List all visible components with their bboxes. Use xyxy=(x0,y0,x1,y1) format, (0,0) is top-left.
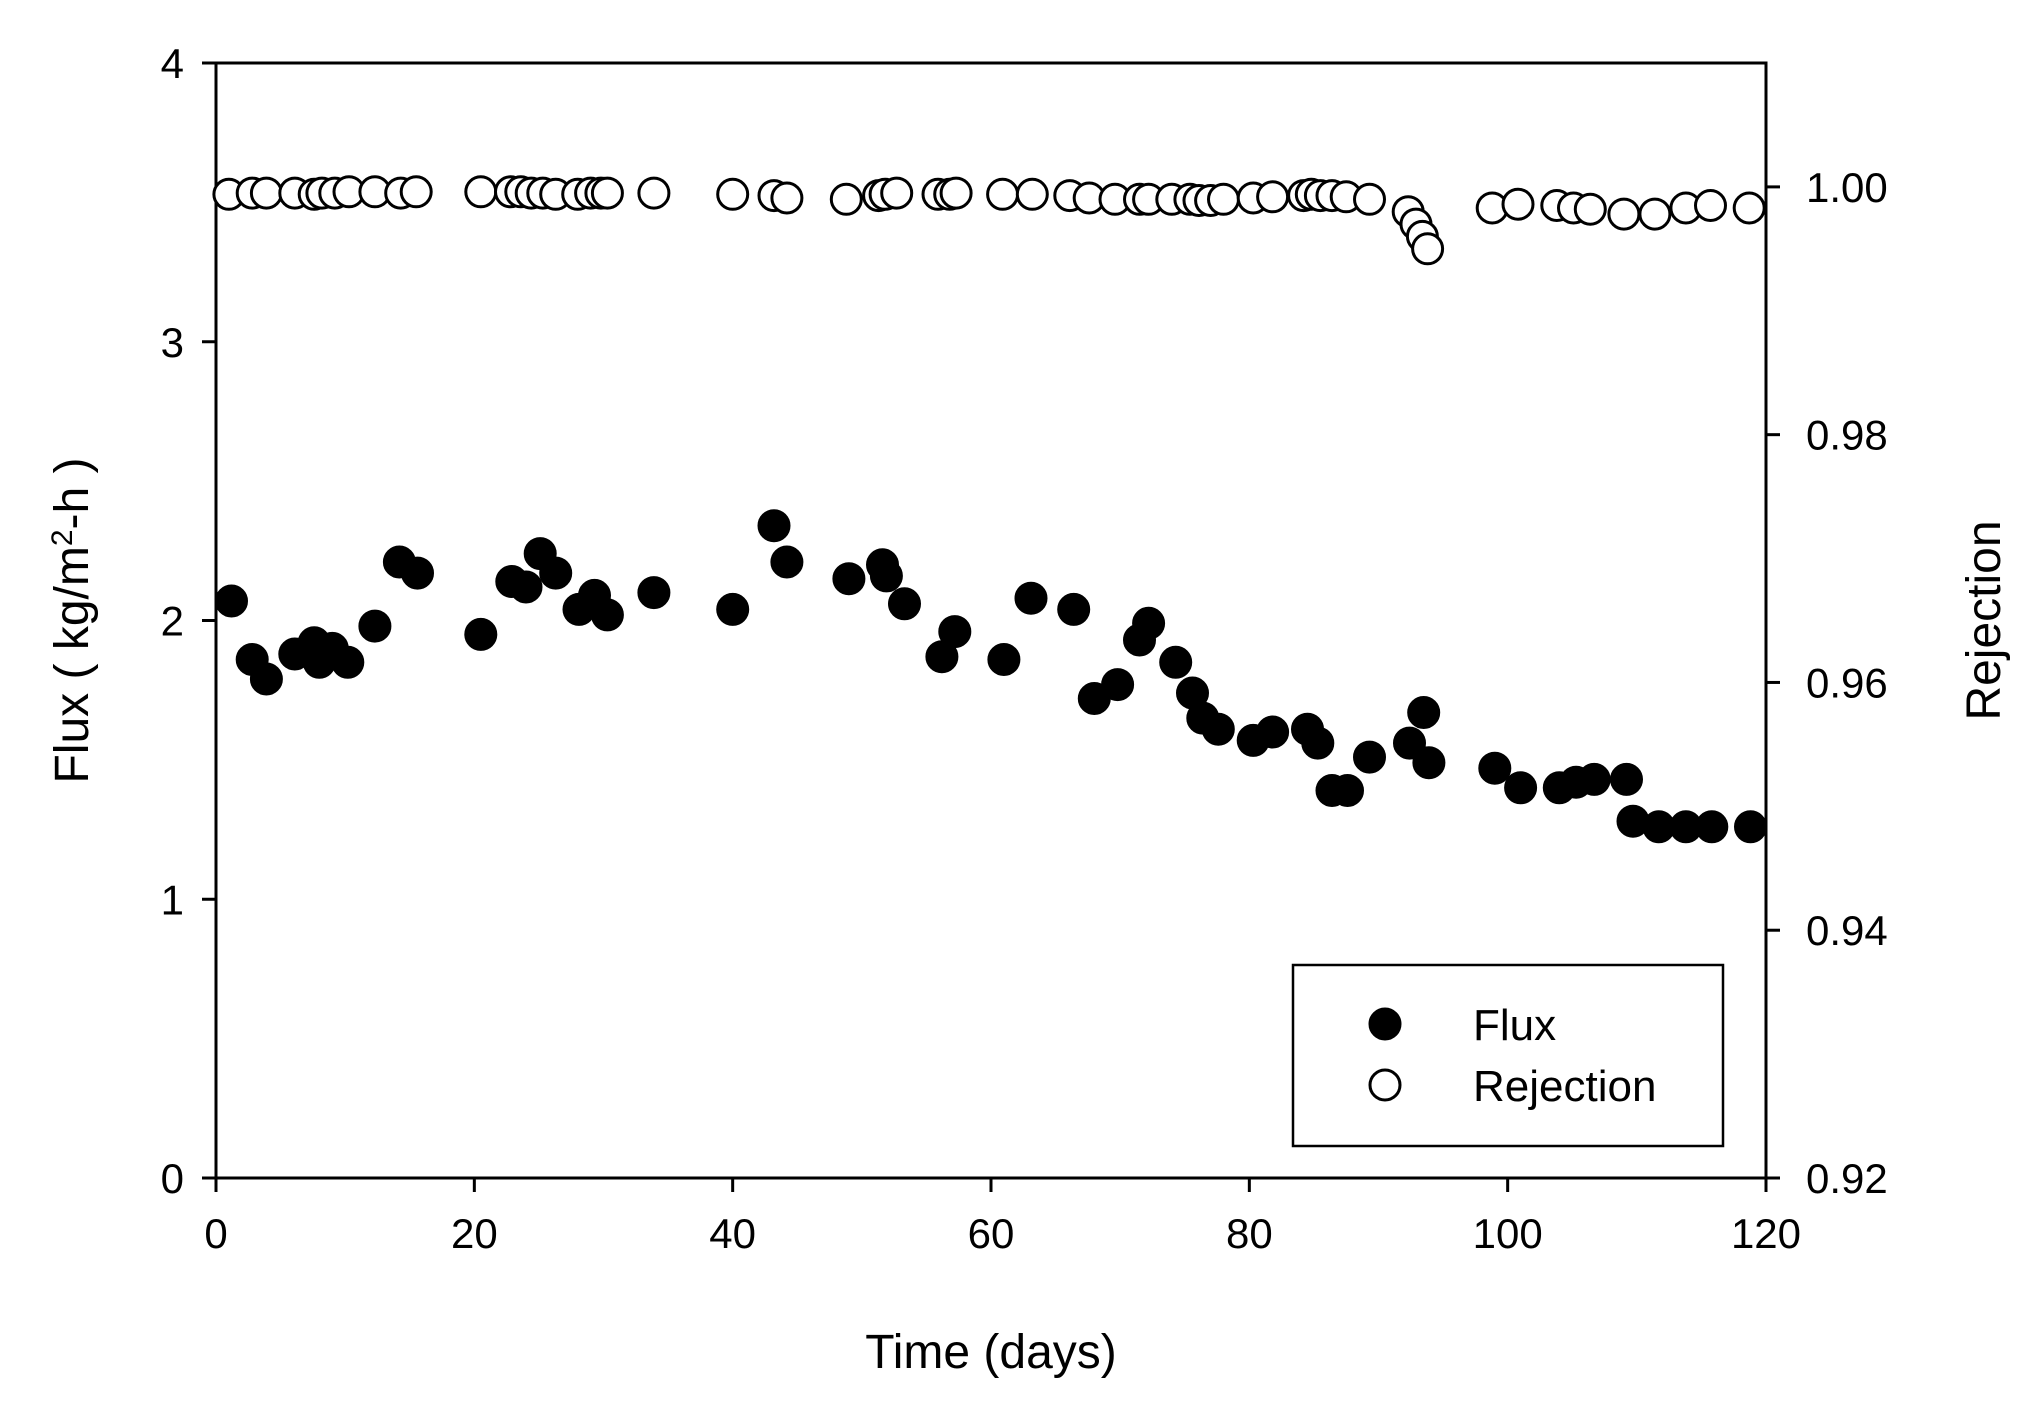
rejection-point xyxy=(1694,189,1727,222)
rejection-point xyxy=(1501,187,1535,221)
legend-marker-flux xyxy=(1368,1007,1402,1041)
flux-point xyxy=(1734,810,1767,844)
flux-point xyxy=(716,592,750,626)
flux-point xyxy=(888,587,921,621)
rejection-point xyxy=(716,177,750,211)
right-y-tick-label: 0.94 xyxy=(1806,907,1888,954)
right-y-tick-label: 0.92 xyxy=(1806,1155,1888,1202)
x-tick-label: 120 xyxy=(1731,1210,1801,1257)
legend-label-rejection: Rejection xyxy=(1473,1062,1656,1111)
rejection-point xyxy=(770,181,804,215)
flux-point xyxy=(1159,645,1193,679)
flux-point xyxy=(1201,712,1235,746)
flux-point xyxy=(1412,746,1446,780)
right-y-tick-label: 0.98 xyxy=(1806,412,1888,459)
legend-label-flux: Flux xyxy=(1473,1001,1556,1050)
flux-point xyxy=(215,584,248,618)
flux-point xyxy=(770,545,804,579)
x-tick-label: 100 xyxy=(1473,1210,1543,1257)
flux-point xyxy=(1695,810,1729,844)
flux-point xyxy=(1331,774,1364,807)
x-tick-label: 80 xyxy=(1226,1210,1273,1257)
rejection-point xyxy=(590,176,624,210)
flux-point xyxy=(1393,726,1426,760)
flux-point xyxy=(401,556,434,590)
flux-point xyxy=(249,662,283,696)
rejection-point xyxy=(1207,182,1240,216)
legend-marker-rejection xyxy=(1368,1068,1402,1102)
flux-point xyxy=(1577,762,1611,796)
rejection-point xyxy=(1607,197,1641,231)
flux-point xyxy=(331,645,365,679)
rejection-point xyxy=(1732,191,1766,225)
flux-point xyxy=(464,617,498,651)
left-y-axis-title-post: -h ) xyxy=(46,457,99,529)
flux-point xyxy=(590,598,624,632)
flux-point xyxy=(832,562,866,596)
flux-point xyxy=(1057,592,1091,626)
flux-point xyxy=(1132,606,1166,640)
flux-point xyxy=(757,509,791,543)
flux-point xyxy=(1014,581,1048,615)
rejection-point xyxy=(1638,197,1672,231)
x-axis-title: Time (days) xyxy=(865,1326,1117,1379)
rejection-point xyxy=(986,177,1020,211)
flux-point xyxy=(509,570,543,604)
legend: Flux Rejection xyxy=(1291,963,1725,1148)
left-y-tick-label: 0 xyxy=(161,1155,184,1202)
flux-point xyxy=(637,576,671,610)
flux-point xyxy=(1101,668,1135,702)
flux-point xyxy=(1478,751,1512,785)
right-y-axis: 0.92 0.94 0.96 0.98 1.00 xyxy=(1766,164,1888,1202)
rejection-point xyxy=(939,176,973,210)
rejection-point xyxy=(829,182,863,216)
left-y-axis-title-pre: Flux ( kg/m xyxy=(46,546,99,783)
left-y-axis: 0 1 2 3 4 xyxy=(161,40,216,1202)
flux-point xyxy=(1610,762,1643,796)
x-tick-label: 0 xyxy=(204,1210,227,1257)
x-axis: 0 20 40 60 80 100 120 xyxy=(204,1178,1801,1257)
rejection-point xyxy=(880,176,914,210)
flux-point xyxy=(1642,810,1676,844)
flux-point xyxy=(987,643,1021,676)
flux-point xyxy=(539,556,573,590)
flux-point xyxy=(1407,696,1441,729)
flux-point xyxy=(1301,726,1335,760)
left-y-tick-label: 3 xyxy=(161,319,184,366)
rejection-point xyxy=(1353,182,1386,216)
flux-point xyxy=(938,615,972,649)
left-y-tick-label: 4 xyxy=(161,40,184,87)
flux-point xyxy=(1256,715,1290,749)
data-markers xyxy=(212,175,1767,844)
rejection-point xyxy=(1256,180,1290,214)
flux-point xyxy=(1353,740,1386,774)
right-y-tick-label: 0.96 xyxy=(1806,659,1888,706)
rejection-point xyxy=(399,175,433,209)
rejection-point xyxy=(1573,192,1607,226)
flux-point xyxy=(1504,771,1538,805)
rejection-point xyxy=(637,176,671,210)
rejection-point xyxy=(1411,232,1445,266)
flux-point xyxy=(358,609,392,643)
x-tick-label: 60 xyxy=(968,1210,1015,1257)
rejection-point xyxy=(1015,177,1049,211)
left-y-axis-title: Flux ( kg/m2-h ) xyxy=(46,457,99,783)
left-y-axis-title-sup: 2 xyxy=(46,529,79,546)
rejection-point xyxy=(249,176,283,210)
right-y-axis-title: Rejection xyxy=(1958,520,2011,720)
legend-box xyxy=(1291,963,1725,1148)
flux-point xyxy=(869,559,903,593)
right-y-tick-label: 1.00 xyxy=(1806,164,1888,211)
rejection-point xyxy=(464,175,498,209)
x-tick-label: 20 xyxy=(451,1210,498,1257)
x-tick-label: 40 xyxy=(709,1210,756,1257)
left-y-tick-label: 1 xyxy=(161,876,184,923)
left-y-tick-label: 2 xyxy=(161,598,184,645)
